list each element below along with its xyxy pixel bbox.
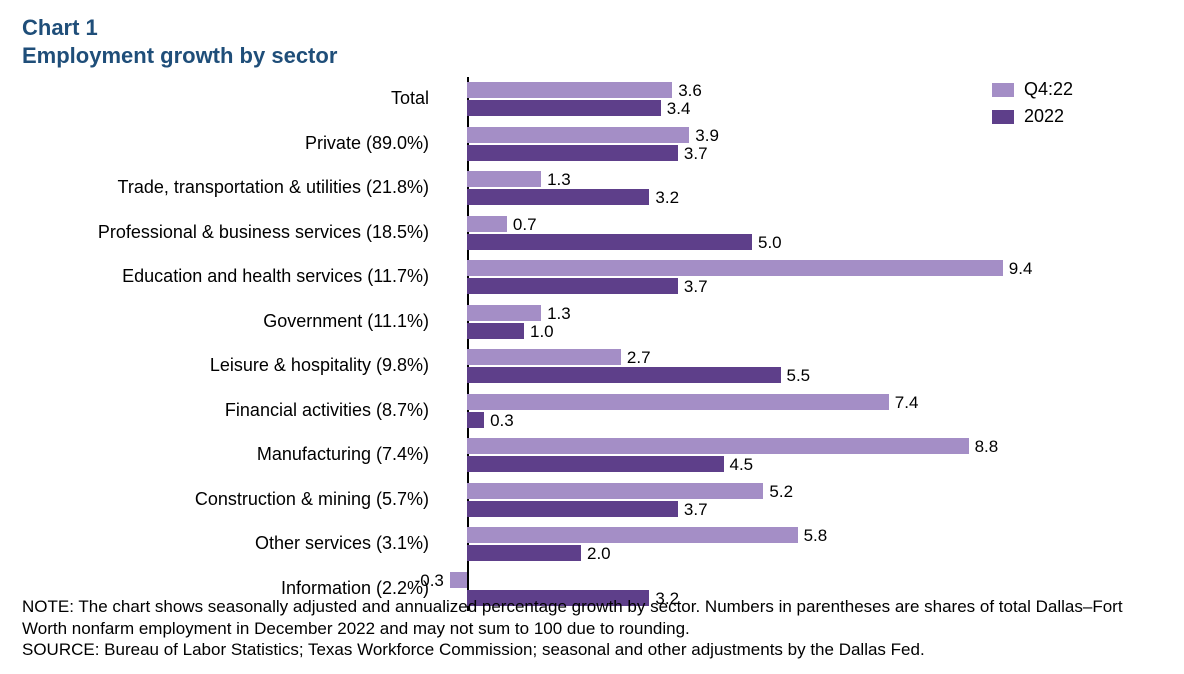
category-label: Construction & mining (5.7%) — [195, 489, 429, 510]
category-labels-column: Total Private (89.0%) Trade, transportatio… — [22, 77, 437, 611]
bar-value-label: 2.7 — [627, 348, 651, 368]
bar — [467, 394, 889, 410]
bar — [467, 438, 969, 454]
bar-value-label: -0.3 — [415, 571, 444, 591]
bar-value-label: 1.0 — [530, 322, 554, 342]
legend-label: Q4:22 — [1024, 79, 1073, 100]
bar-value-label: 1.3 — [547, 304, 571, 324]
category-label: Manufacturing (7.4%) — [257, 444, 429, 465]
category-label: Trade, transportation & utilities (21.8%… — [118, 177, 429, 198]
bar — [467, 278, 678, 294]
bar-value-label: 3.2 — [655, 188, 679, 208]
bar — [467, 349, 621, 365]
bar-value-label: 9.4 — [1009, 259, 1033, 279]
bar-value-label: 7.4 — [895, 393, 919, 413]
bar — [467, 189, 649, 205]
bar-value-label: 0.7 — [513, 215, 537, 235]
chart-number: Chart 1 — [22, 14, 1162, 42]
bar — [467, 127, 689, 143]
bar — [467, 305, 541, 321]
bar-value-label: 5.2 — [769, 482, 793, 502]
bar-value-label: 4.5 — [730, 455, 754, 475]
category-label: Total — [391, 88, 429, 109]
legend-swatch — [992, 110, 1014, 124]
plot-area: Total Private (89.0%) Trade, transportatio… — [22, 77, 1162, 611]
bar — [467, 501, 678, 517]
bar-value-label: 3.7 — [684, 144, 708, 164]
bar — [467, 171, 541, 187]
legend-item: 2022 — [992, 106, 1162, 127]
bar — [467, 323, 524, 339]
bar — [467, 145, 678, 161]
legend-item: Q4:22 — [992, 79, 1162, 100]
chart-title: Employment growth by sector — [22, 42, 1162, 70]
bar-value-label: 3.4 — [667, 99, 691, 119]
category-label: Other services (3.1%) — [255, 533, 429, 554]
bar — [450, 572, 467, 588]
category-label: Government (11.1%) — [263, 311, 429, 332]
bar-value-label: 5.0 — [758, 233, 782, 253]
bar-value-label: 1.3 — [547, 170, 571, 190]
chart-footnote: NOTE: The chart shows seasonally adjuste… — [22, 596, 1162, 660]
bar — [467, 412, 484, 428]
category-label: Education and health services (11.7%) — [122, 266, 429, 287]
bar — [467, 82, 672, 98]
bars-column: 3.63.43.93.71.33.20.75.09.43.71.31.02.75… — [437, 77, 1067, 611]
legend: Q4:22 2022 — [992, 79, 1162, 133]
category-label: Professional & business services (18.5%) — [98, 222, 429, 243]
bar-value-label: 8.8 — [975, 437, 999, 457]
bar — [467, 100, 661, 116]
chart-container: Chart 1 Employment growth by sector Tota… — [0, 0, 1184, 674]
note-text: NOTE: The chart shows seasonally adjuste… — [22, 596, 1162, 639]
bar — [467, 234, 752, 250]
bar — [467, 260, 1003, 276]
category-label: Financial activities (8.7%) — [225, 400, 429, 421]
bar — [467, 216, 507, 232]
legend-label: 2022 — [1024, 106, 1064, 127]
bar-value-label: 3.6 — [678, 81, 702, 101]
bar-value-label: 5.5 — [787, 366, 811, 386]
bar-value-label: 3.7 — [684, 277, 708, 297]
bar-value-label: 5.8 — [804, 526, 828, 546]
bar — [467, 456, 724, 472]
bar — [467, 367, 781, 383]
bar-value-label: 2.0 — [587, 544, 611, 564]
bar — [467, 527, 798, 543]
bar — [467, 545, 581, 561]
bar-value-label: 0.3 — [490, 411, 514, 431]
legend-swatch — [992, 83, 1014, 97]
bar-value-label: 3.9 — [695, 126, 719, 146]
category-label: Leisure & hospitality (9.8%) — [210, 355, 429, 376]
source-text: SOURCE: Bureau of Labor Statistics; Texa… — [22, 639, 1162, 660]
bar-value-label: 3.7 — [684, 500, 708, 520]
bar — [467, 483, 763, 499]
category-label: Private (89.0%) — [305, 133, 429, 154]
